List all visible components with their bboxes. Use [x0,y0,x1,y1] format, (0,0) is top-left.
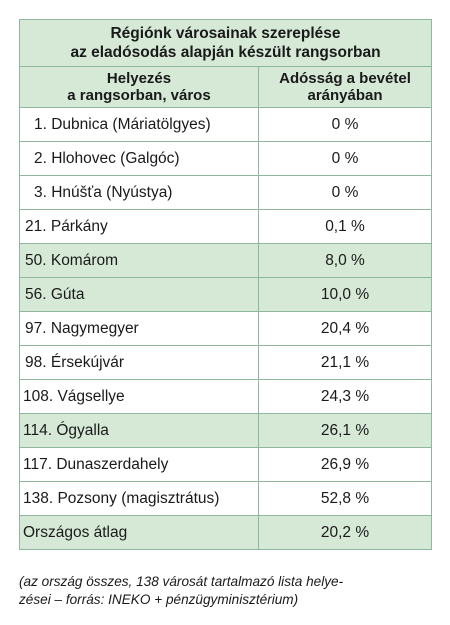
header-rank-city-line-1: Helyezés [106,70,172,87]
table-row: 50. Komárom 8,0 % [19,243,433,278]
row-city: 114. Ógyalla [19,413,259,448]
table-title-line-2: az eladósodás alapján készült rangsorban [70,44,381,61]
table-row: 98. Érsekújvár 21,1 % [19,345,433,380]
source-caption: (az ország összes, 138 városát tartalmaz… [19,573,434,609]
table-row: 56. Gúta 10,0 % [19,277,433,312]
table-title: Régiónk városainak szereplése az eladóso… [18,19,433,67]
table-row: 3. Hnúšťa (Nyústya) 0 % [19,175,433,210]
row-value: 8,0 % [257,243,433,278]
row-city: 56. Gúta [19,277,259,312]
table-header-row: Helyezés a rangsorban, város Adósság a b… [19,66,433,108]
table-row: 21. Párkány 0,1 % [19,209,433,244]
ranking-table: Régiónk városainak szereplése az eladóso… [18,19,433,550]
ranking-table-container: Régiónk városainak szereplése az eladóso… [18,19,433,550]
row-city: 97. Nagymegyer [19,311,259,346]
row-value: 24,3 % [257,379,433,414]
header-debt-ratio-line-2: arányában [307,87,383,104]
header-debt-ratio-line-1: Adósság a bevétel [279,70,411,87]
table-title-line-1: Régiónk városainak szereplése [110,25,341,42]
row-value: 0 % [257,141,433,176]
table-row: 1. Dubnica (Máriatölgyes) 0 % [19,107,433,142]
row-value: 20,4 % [257,311,433,346]
row-city: 138. Pozsony (magisztrátus) [19,481,259,516]
row-value: 10,0 % [257,277,433,312]
header-debt-ratio: Adósság a bevétel arányában [257,66,433,108]
row-city: 117. Dunaszerdahely [19,447,259,482]
row-value: 21,1 % [257,345,433,380]
row-city: 1. Dubnica (Máriatölgyes) [19,107,259,142]
caption-line-1: (az ország összes, 138 városát tartalmaz… [19,574,344,589]
average-value: 20,2 % [257,515,433,550]
table-row: 2. Hlohovec (Galgóc) 0 % [19,141,433,176]
table-row: 108. Vágsellye 24,3 % [19,379,433,414]
table-row: 117. Dunaszerdahely 26,9 % [19,447,433,482]
row-value: 0 % [257,107,433,142]
row-city: 21. Párkány [19,209,259,244]
header-rank-city-line-2: a rangsorban, város [67,87,211,104]
row-city: 98. Érsekújvár [19,345,259,380]
row-value: 26,9 % [257,447,433,482]
average-row: Országos átlag 20,2 % [19,515,433,550]
caption-line-2: zései – forrás: INEKO + pénzügyminisztér… [19,592,299,607]
row-city: 3. Hnúšťa (Nyústya) [19,175,259,210]
row-value: 0 % [257,175,433,210]
table-row: 114. Ógyalla 26,1 % [19,413,433,448]
table-row: 97. Nagymegyer 20,4 % [19,311,433,346]
row-city: 2. Hlohovec (Galgóc) [19,141,259,176]
row-city: 108. Vágsellye [19,379,259,414]
table-row: 138. Pozsony (magisztrátus) 52,8 % [19,481,433,516]
average-label: Országos átlag [19,515,259,550]
table-title-row: Régiónk városainak szereplése az eladóso… [18,19,433,67]
header-rank-city: Helyezés a rangsorban, város [19,66,259,108]
row-value: 52,8 % [257,481,433,516]
row-value: 0,1 % [257,209,433,244]
row-city: 50. Komárom [19,243,259,278]
row-value: 26,1 % [257,413,433,448]
